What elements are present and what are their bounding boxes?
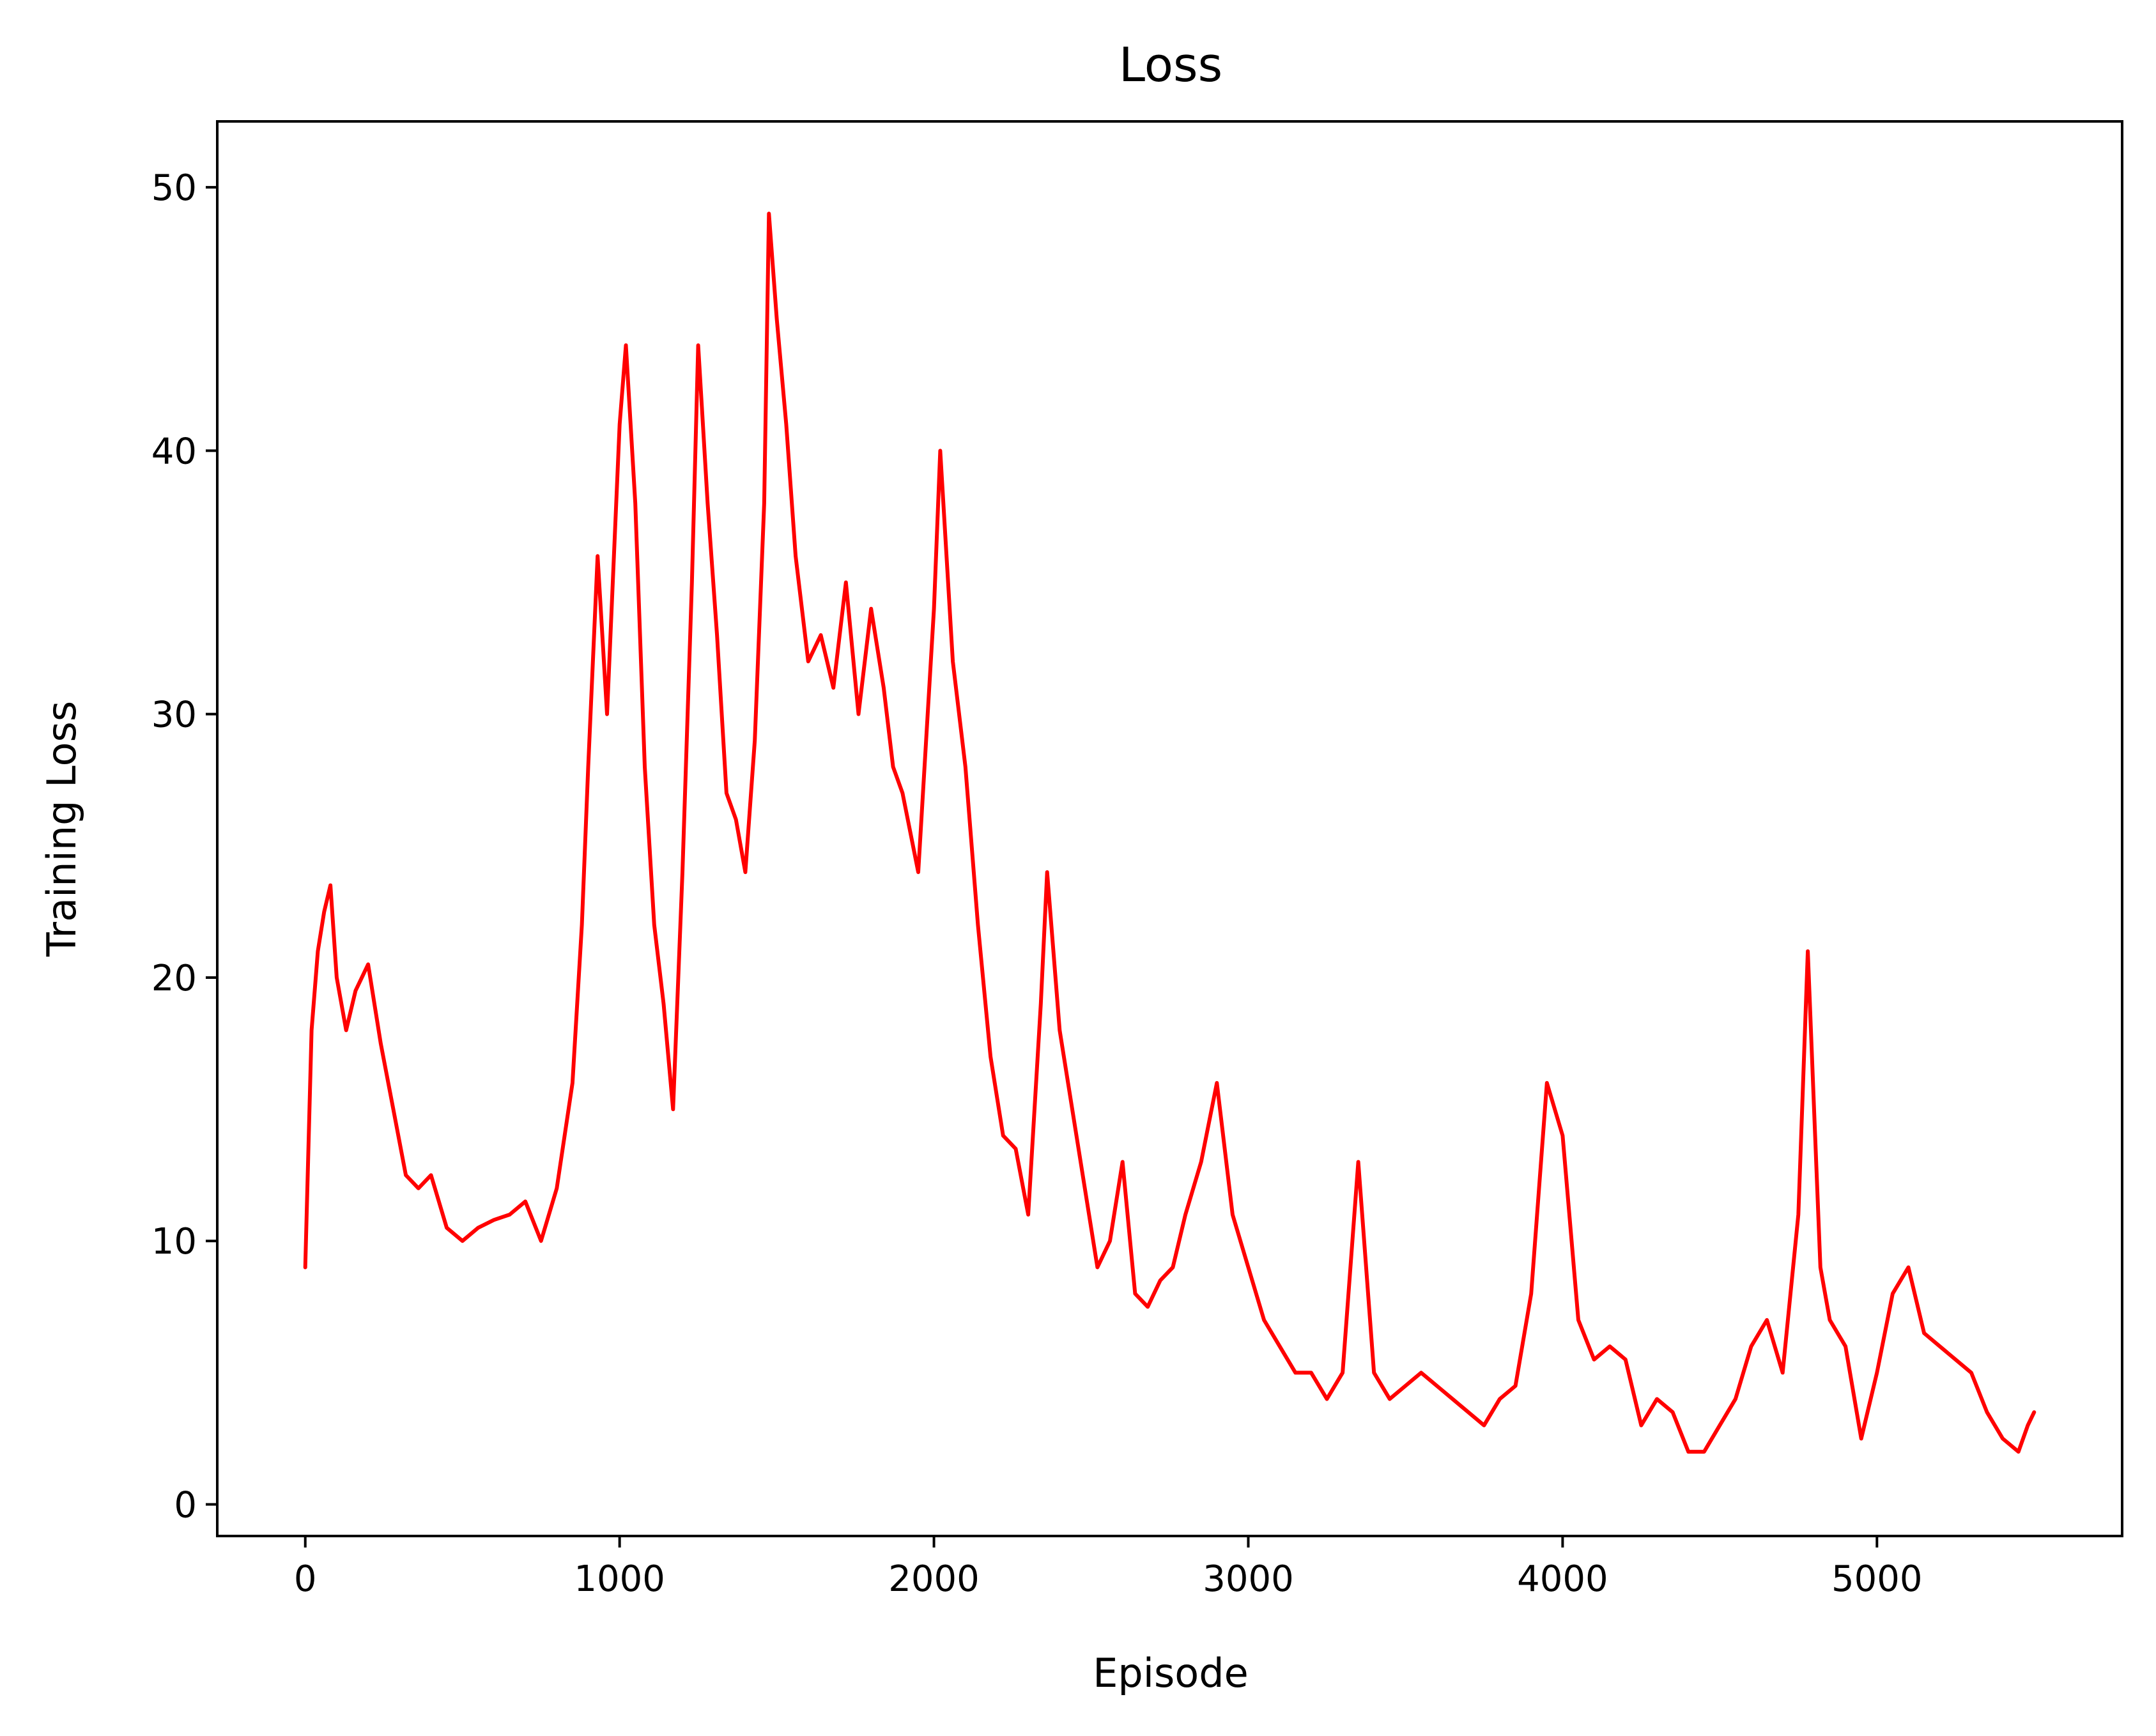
axes-frame [216,120,2123,1537]
x-tick-label: 1000 [574,1558,665,1600]
x-tick-label: 0 [294,1558,317,1600]
y-tick-label: 20 [151,958,197,999]
x-axis-label: Episode [1093,1650,1249,1696]
y-axis-label: Training Loss [38,701,85,957]
x-tick-label: 4000 [1517,1558,1608,1600]
x-tick-label: 3000 [1203,1558,1294,1600]
y-axis-ticks: 0 10 20 30 40 50 [151,167,217,1526]
y-tick-label: 10 [151,1221,197,1263]
plot-area [303,211,2037,1454]
x-axis-ticks: 0 1000 2000 3000 4000 5000 [294,1536,1923,1600]
chart-title: Loss [1119,38,1222,93]
series-line-training-loss [303,211,2037,1454]
y-tick-label: 30 [151,695,197,736]
y-tick-label: 0 [174,1485,197,1526]
y-tick-label: 40 [151,431,197,472]
y-tick-label: 50 [151,167,197,209]
x-tick-label: 2000 [888,1558,980,1600]
x-tick-label: 5000 [1831,1558,1923,1600]
